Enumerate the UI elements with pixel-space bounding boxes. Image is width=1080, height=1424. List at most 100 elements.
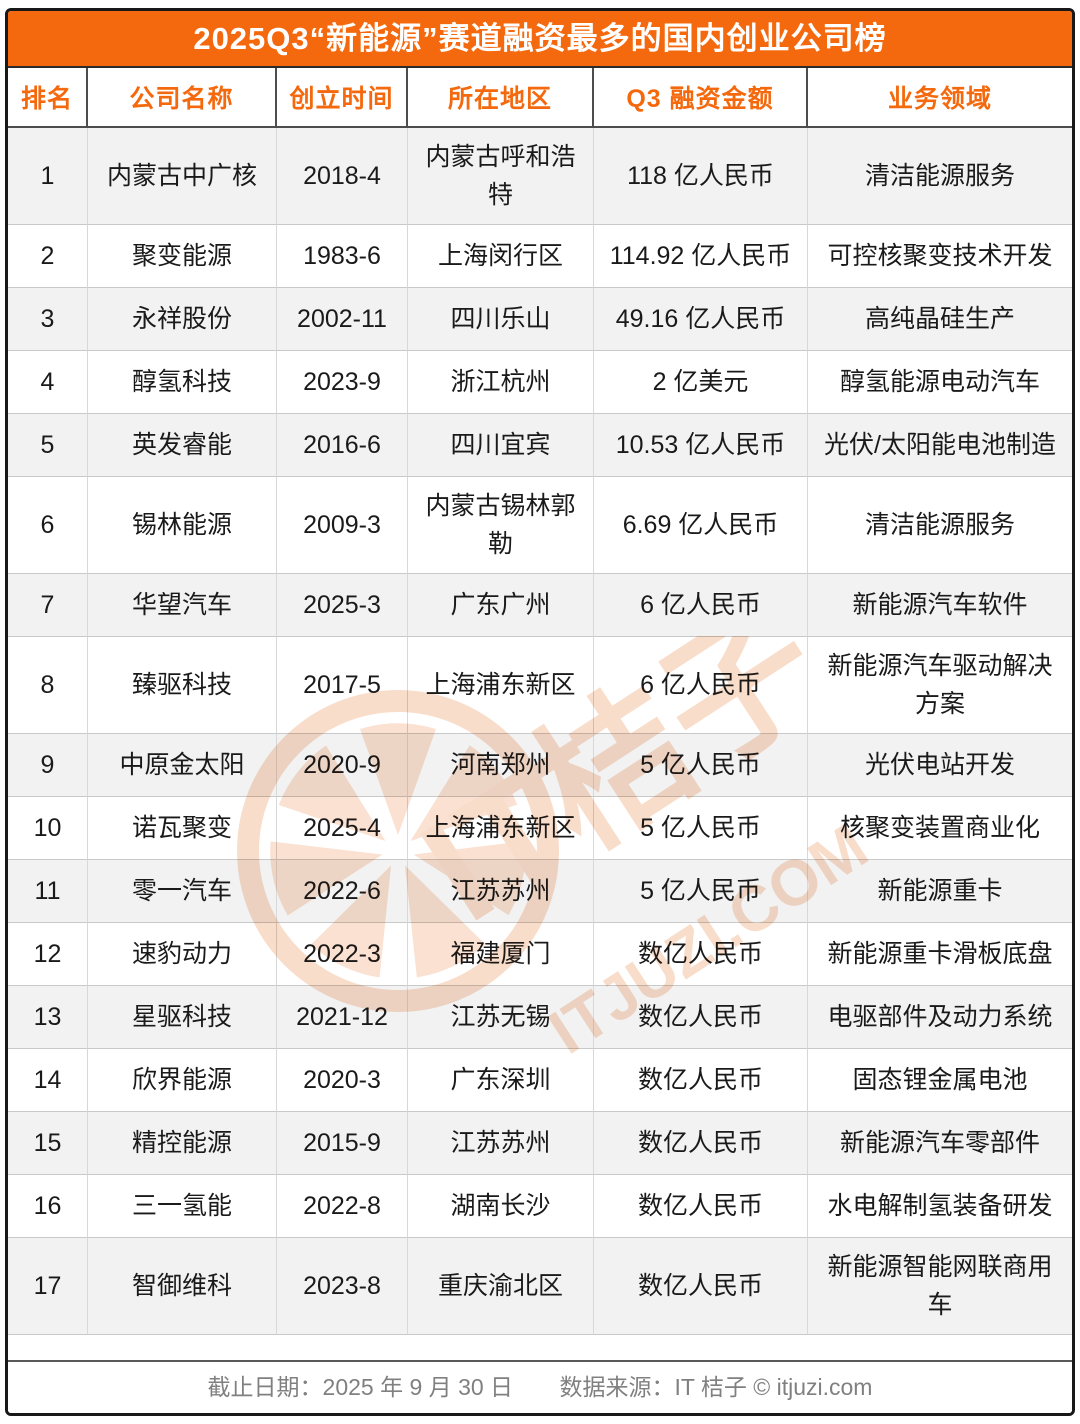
cell-location: 江苏苏州 (408, 860, 594, 923)
cell-rank: 11 (8, 860, 88, 923)
cell-company: 华望汽车 (88, 574, 277, 637)
cell-location: 福建厦门 (408, 923, 594, 986)
cell-founded: 2022-6 (277, 860, 408, 923)
cell-company: 臻驱科技 (88, 637, 277, 734)
cell-field: 新能源重卡滑板底盘 (808, 923, 1072, 986)
cell-field: 核聚变装置商业化 (808, 797, 1072, 860)
table-row: 17 智御维科 2023-8 重庆渝北区 数亿人民币 新能源智能网联商用车 (8, 1238, 1072, 1335)
cell-company: 中原金太阳 (88, 734, 277, 797)
cell-rank: 10 (8, 797, 88, 860)
cell-amount: 114.92 亿人民币 (594, 225, 808, 288)
cell-founded: 2002-11 (277, 288, 408, 351)
footer-source: 数据来源：IT 桔子 © itjuzi.com (559, 1374, 873, 1400)
page-title: 2025Q3“新能源”赛道融资最多的国内创业公司榜 (8, 11, 1072, 68)
cell-location: 上海闵行区 (408, 225, 594, 288)
table-body: 1 内蒙古中广核 2018-4 内蒙古呼和浩特 118 亿人民币 清洁能源服务 2 聚变能源 1… (8, 128, 1072, 1335)
table-row: 4 醇氢科技 2023-9 浙江杭州 2 亿美元 醇氢能源电动汽车 (8, 351, 1072, 414)
cell-location: 四川乐山 (408, 288, 594, 351)
footer-deadline: 截止日期：2025 年 9 月 30 日 (207, 1374, 514, 1400)
cell-founded: 2025-4 (277, 797, 408, 860)
cell-company: 星驱科技 (88, 986, 277, 1049)
table-row: 9 中原金太阳 2020-9 河南郑州 5 亿人民币 光伏电站开发 (8, 734, 1072, 797)
cell-rank: 2 (8, 225, 88, 288)
cell-rank: 8 (8, 637, 88, 734)
cell-amount: 49.16 亿人民币 (594, 288, 808, 351)
cell-field: 电驱部件及动力系统 (808, 986, 1072, 1049)
cell-rank: 1 (8, 128, 88, 225)
table-row: 7 华望汽车 2025-3 广东广州 6 亿人民币 新能源汽车软件 (8, 574, 1072, 637)
cell-rank: 6 (8, 477, 88, 574)
cell-rank: 17 (8, 1238, 88, 1335)
cell-founded: 2020-9 (277, 734, 408, 797)
cell-founded: 1983-6 (277, 225, 408, 288)
cell-founded: 2022-3 (277, 923, 408, 986)
cell-amount: 6 亿人民币 (594, 574, 808, 637)
cell-field: 醇氢能源电动汽车 (808, 351, 1072, 414)
cell-company: 锡林能源 (88, 477, 277, 574)
cell-amount: 10.53 亿人民币 (594, 414, 808, 477)
table-row: 13 星驱科技 2021-12 江苏无锡 数亿人民币 电驱部件及动力系统 (8, 986, 1072, 1049)
cell-field: 新能源智能网联商用车 (808, 1238, 1072, 1335)
table-row: 15 精控能源 2015-9 江苏苏州 数亿人民币 新能源汽车零部件 (8, 1112, 1072, 1175)
cell-field: 固态锂金属电池 (808, 1049, 1072, 1112)
cell-field: 光伏/太阳能电池制造 (808, 414, 1072, 477)
header-cell-rank: 排名 (8, 68, 88, 128)
cell-location: 浙江杭州 (408, 351, 594, 414)
cell-company: 智御维科 (88, 1238, 277, 1335)
header-cell-founded: 创立时间 (277, 68, 408, 128)
cell-field: 新能源汽车软件 (808, 574, 1072, 637)
table-row: 16 三一氢能 2022-8 湖南长沙 数亿人民币 水电解制氢装备研发 (8, 1175, 1072, 1238)
cell-field: 清洁能源服务 (808, 128, 1072, 225)
cell-founded: 2009-3 (277, 477, 408, 574)
cell-founded: 2023-9 (277, 351, 408, 414)
cell-location: 江苏无锡 (408, 986, 594, 1049)
cell-amount: 5 亿人民币 (594, 860, 808, 923)
cell-rank: 12 (8, 923, 88, 986)
cell-company: 内蒙古中广核 (88, 128, 277, 225)
cell-rank: 15 (8, 1112, 88, 1175)
cell-company: 欣界能源 (88, 1049, 277, 1112)
cell-field: 可控核聚变技术开发 (808, 225, 1072, 288)
cell-location: 湖南长沙 (408, 1175, 594, 1238)
cell-amount: 118 亿人民币 (594, 128, 808, 225)
cell-rank: 5 (8, 414, 88, 477)
cell-location: 上海浦东新区 (408, 797, 594, 860)
cell-field: 新能源汽车驱动解决方案 (808, 637, 1072, 734)
cell-amount: 5 亿人民币 (594, 797, 808, 860)
header-cell-field: 业务领域 (808, 68, 1072, 128)
cell-field: 清洁能源服务 (808, 477, 1072, 574)
cell-rank: 13 (8, 986, 88, 1049)
cell-company: 永祥股份 (88, 288, 277, 351)
table-row: 5 英发睿能 2016-6 四川宜宾 10.53 亿人民币 光伏/太阳能电池制造 (8, 414, 1072, 477)
cell-location: 重庆渝北区 (408, 1238, 594, 1335)
cell-company: 精控能源 (88, 1112, 277, 1175)
cell-amount: 数亿人民币 (594, 1238, 808, 1335)
cell-company: 诺瓦聚变 (88, 797, 277, 860)
cell-amount: 5 亿人民币 (594, 734, 808, 797)
cell-founded: 2025-3 (277, 574, 408, 637)
cell-company: 零一汽车 (88, 860, 277, 923)
header-cell-company: 公司名称 (88, 68, 277, 128)
cell-location: 广东深圳 (408, 1049, 594, 1112)
table-frame: 2025Q3“新能源”赛道融资最多的国内创业公司榜 排名 公司名称 创立时间 所在地区… (5, 8, 1075, 1416)
table-row: 3 永祥股份 2002-11 四川乐山 49.16 亿人民币 高纯晶硅生产 (8, 288, 1072, 351)
cell-rank: 16 (8, 1175, 88, 1238)
table-header-row: 排名 公司名称 创立时间 所在地区 Q3 融资金额 业务领域 (8, 68, 1072, 128)
cell-field: 光伏电站开发 (808, 734, 1072, 797)
cell-company: 速豹动力 (88, 923, 277, 986)
cell-founded: 2015-9 (277, 1112, 408, 1175)
cell-field: 新能源重卡 (808, 860, 1072, 923)
cell-location: 江苏苏州 (408, 1112, 594, 1175)
table-footer: 截止日期：2025 年 9 月 30 日 数据来源：IT 桔子 © itjuzi… (8, 1360, 1072, 1413)
cell-founded: 2018-4 (277, 128, 408, 225)
cell-amount: 2 亿美元 (594, 351, 808, 414)
cell-amount: 数亿人民币 (594, 986, 808, 1049)
cell-founded: 2017-5 (277, 637, 408, 734)
table-row: 1 内蒙古中广核 2018-4 内蒙古呼和浩特 118 亿人民币 清洁能源服务 (8, 128, 1072, 225)
cell-company: 醇氢科技 (88, 351, 277, 414)
cell-rank: 4 (8, 351, 88, 414)
table-row: 10 诺瓦聚变 2025-4 上海浦东新区 5 亿人民币 核聚变装置商业化 (8, 797, 1072, 860)
cell-rank: 3 (8, 288, 88, 351)
cell-founded: 2020-3 (277, 1049, 408, 1112)
